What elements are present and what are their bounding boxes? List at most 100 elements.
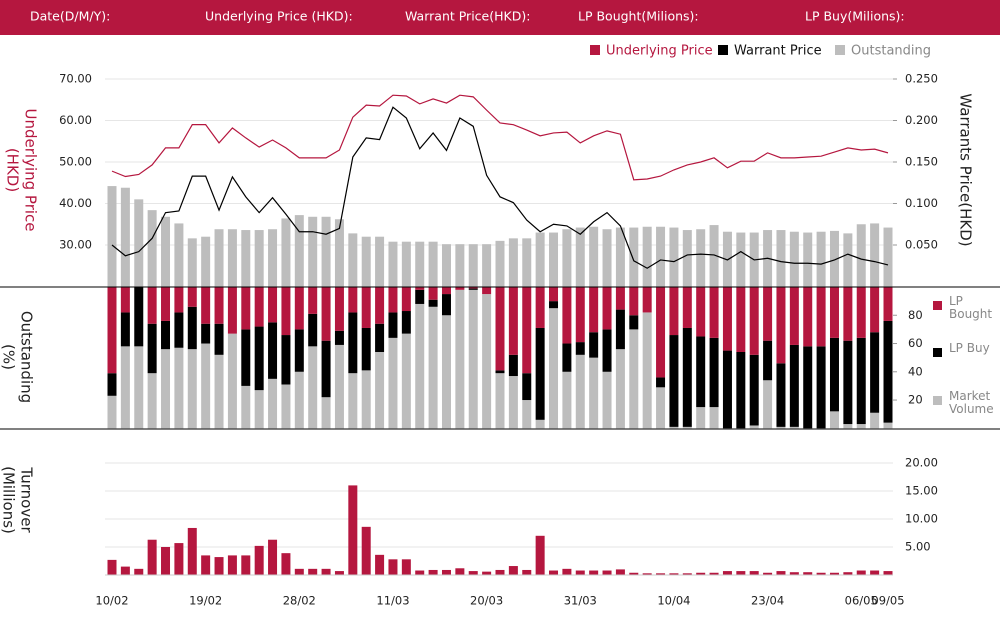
bar-segment xyxy=(629,315,639,330)
bar-segment xyxy=(241,329,251,386)
bar-segment xyxy=(816,346,826,429)
bar-segment xyxy=(294,371,304,429)
bar-segment xyxy=(321,287,331,341)
bar-segment xyxy=(629,329,639,429)
bar xyxy=(629,572,639,575)
bar xyxy=(535,535,545,575)
bar-segment xyxy=(375,287,385,324)
bar-segment xyxy=(268,378,278,429)
bar xyxy=(415,570,425,575)
bar xyxy=(829,230,839,287)
bar-segment xyxy=(187,306,197,350)
bar-segment xyxy=(334,344,344,429)
tick-label: 20 xyxy=(908,393,923,407)
legend-label: Outstanding xyxy=(851,44,931,59)
bar xyxy=(522,238,532,287)
bar xyxy=(696,572,706,575)
bar xyxy=(843,233,853,287)
bar-segment xyxy=(843,287,853,341)
bar-segment xyxy=(241,287,251,330)
bar-segment xyxy=(549,301,559,309)
bar xyxy=(120,566,130,575)
bar xyxy=(736,571,746,575)
bar-segment xyxy=(562,287,572,344)
bar-segment xyxy=(107,287,117,374)
y-axis-label: (%) xyxy=(0,344,18,370)
bar-segment xyxy=(803,287,813,347)
bar xyxy=(308,568,318,575)
bar-segment xyxy=(789,287,799,345)
bar xyxy=(589,570,599,575)
bar xyxy=(294,215,304,287)
bar xyxy=(615,227,625,287)
bar-segment xyxy=(468,287,478,289)
bar-segment xyxy=(816,287,826,347)
bar xyxy=(468,244,478,287)
bar xyxy=(803,232,813,287)
bar xyxy=(575,570,585,575)
bar xyxy=(227,229,237,287)
bar-segment xyxy=(508,376,518,429)
x-tick-label: 19/02 xyxy=(189,594,222,608)
bar-segment xyxy=(883,287,893,321)
tick-label: 10.00 xyxy=(905,512,938,526)
line xyxy=(111,106,889,269)
bar xyxy=(870,223,880,287)
bar-segment xyxy=(522,287,532,374)
bar-segment xyxy=(656,287,666,378)
bar xyxy=(455,244,465,287)
bar xyxy=(776,230,786,287)
bar-segment xyxy=(134,346,144,429)
bar xyxy=(722,571,732,575)
bar-segment xyxy=(388,337,398,429)
bar xyxy=(789,572,799,575)
bar-segment xyxy=(268,287,278,323)
bar xyxy=(428,241,438,287)
bar xyxy=(361,526,371,575)
bar xyxy=(107,559,117,575)
bar xyxy=(722,231,732,287)
legend-label: Market Volume xyxy=(949,389,994,416)
legend-swatch xyxy=(933,396,942,405)
bar xyxy=(856,224,866,287)
bar-segment xyxy=(883,320,893,423)
bar xyxy=(669,227,679,287)
bar xyxy=(508,566,518,575)
bar-segment xyxy=(642,287,652,313)
bar-segment xyxy=(468,288,478,290)
bar-segment xyxy=(615,349,625,429)
bar xyxy=(562,568,572,575)
bar-segment xyxy=(575,287,585,343)
tick-label: 0.200 xyxy=(905,113,938,127)
bar-segment xyxy=(709,407,719,429)
bar xyxy=(388,559,398,575)
bar-segment xyxy=(321,340,331,398)
bar xyxy=(642,226,652,287)
bar-segment xyxy=(776,287,786,364)
bar-segment xyxy=(575,354,585,429)
bar-segment xyxy=(254,326,264,391)
bar-segment xyxy=(201,323,211,344)
bar-segment xyxy=(829,337,839,412)
bar-segment xyxy=(348,287,358,313)
bar-segment xyxy=(428,299,438,307)
bar xyxy=(629,227,639,287)
bar xyxy=(254,545,264,575)
bar xyxy=(214,557,224,575)
bar-segment xyxy=(789,426,799,429)
bar xyxy=(174,543,184,575)
bar xyxy=(214,229,224,287)
bar xyxy=(348,485,358,575)
y2-axis-label: Warrants Price(HKD) xyxy=(957,93,975,246)
bar-segment xyxy=(722,287,732,351)
bar-segment xyxy=(535,327,545,420)
bar xyxy=(468,571,478,575)
tick-label: 40.00 xyxy=(59,196,92,210)
bar-segment xyxy=(294,329,304,372)
bar xyxy=(482,571,492,575)
bar xyxy=(187,527,197,575)
bar xyxy=(441,569,451,575)
bar-segment xyxy=(308,287,318,314)
bar xyxy=(883,571,893,575)
bar xyxy=(254,230,264,287)
